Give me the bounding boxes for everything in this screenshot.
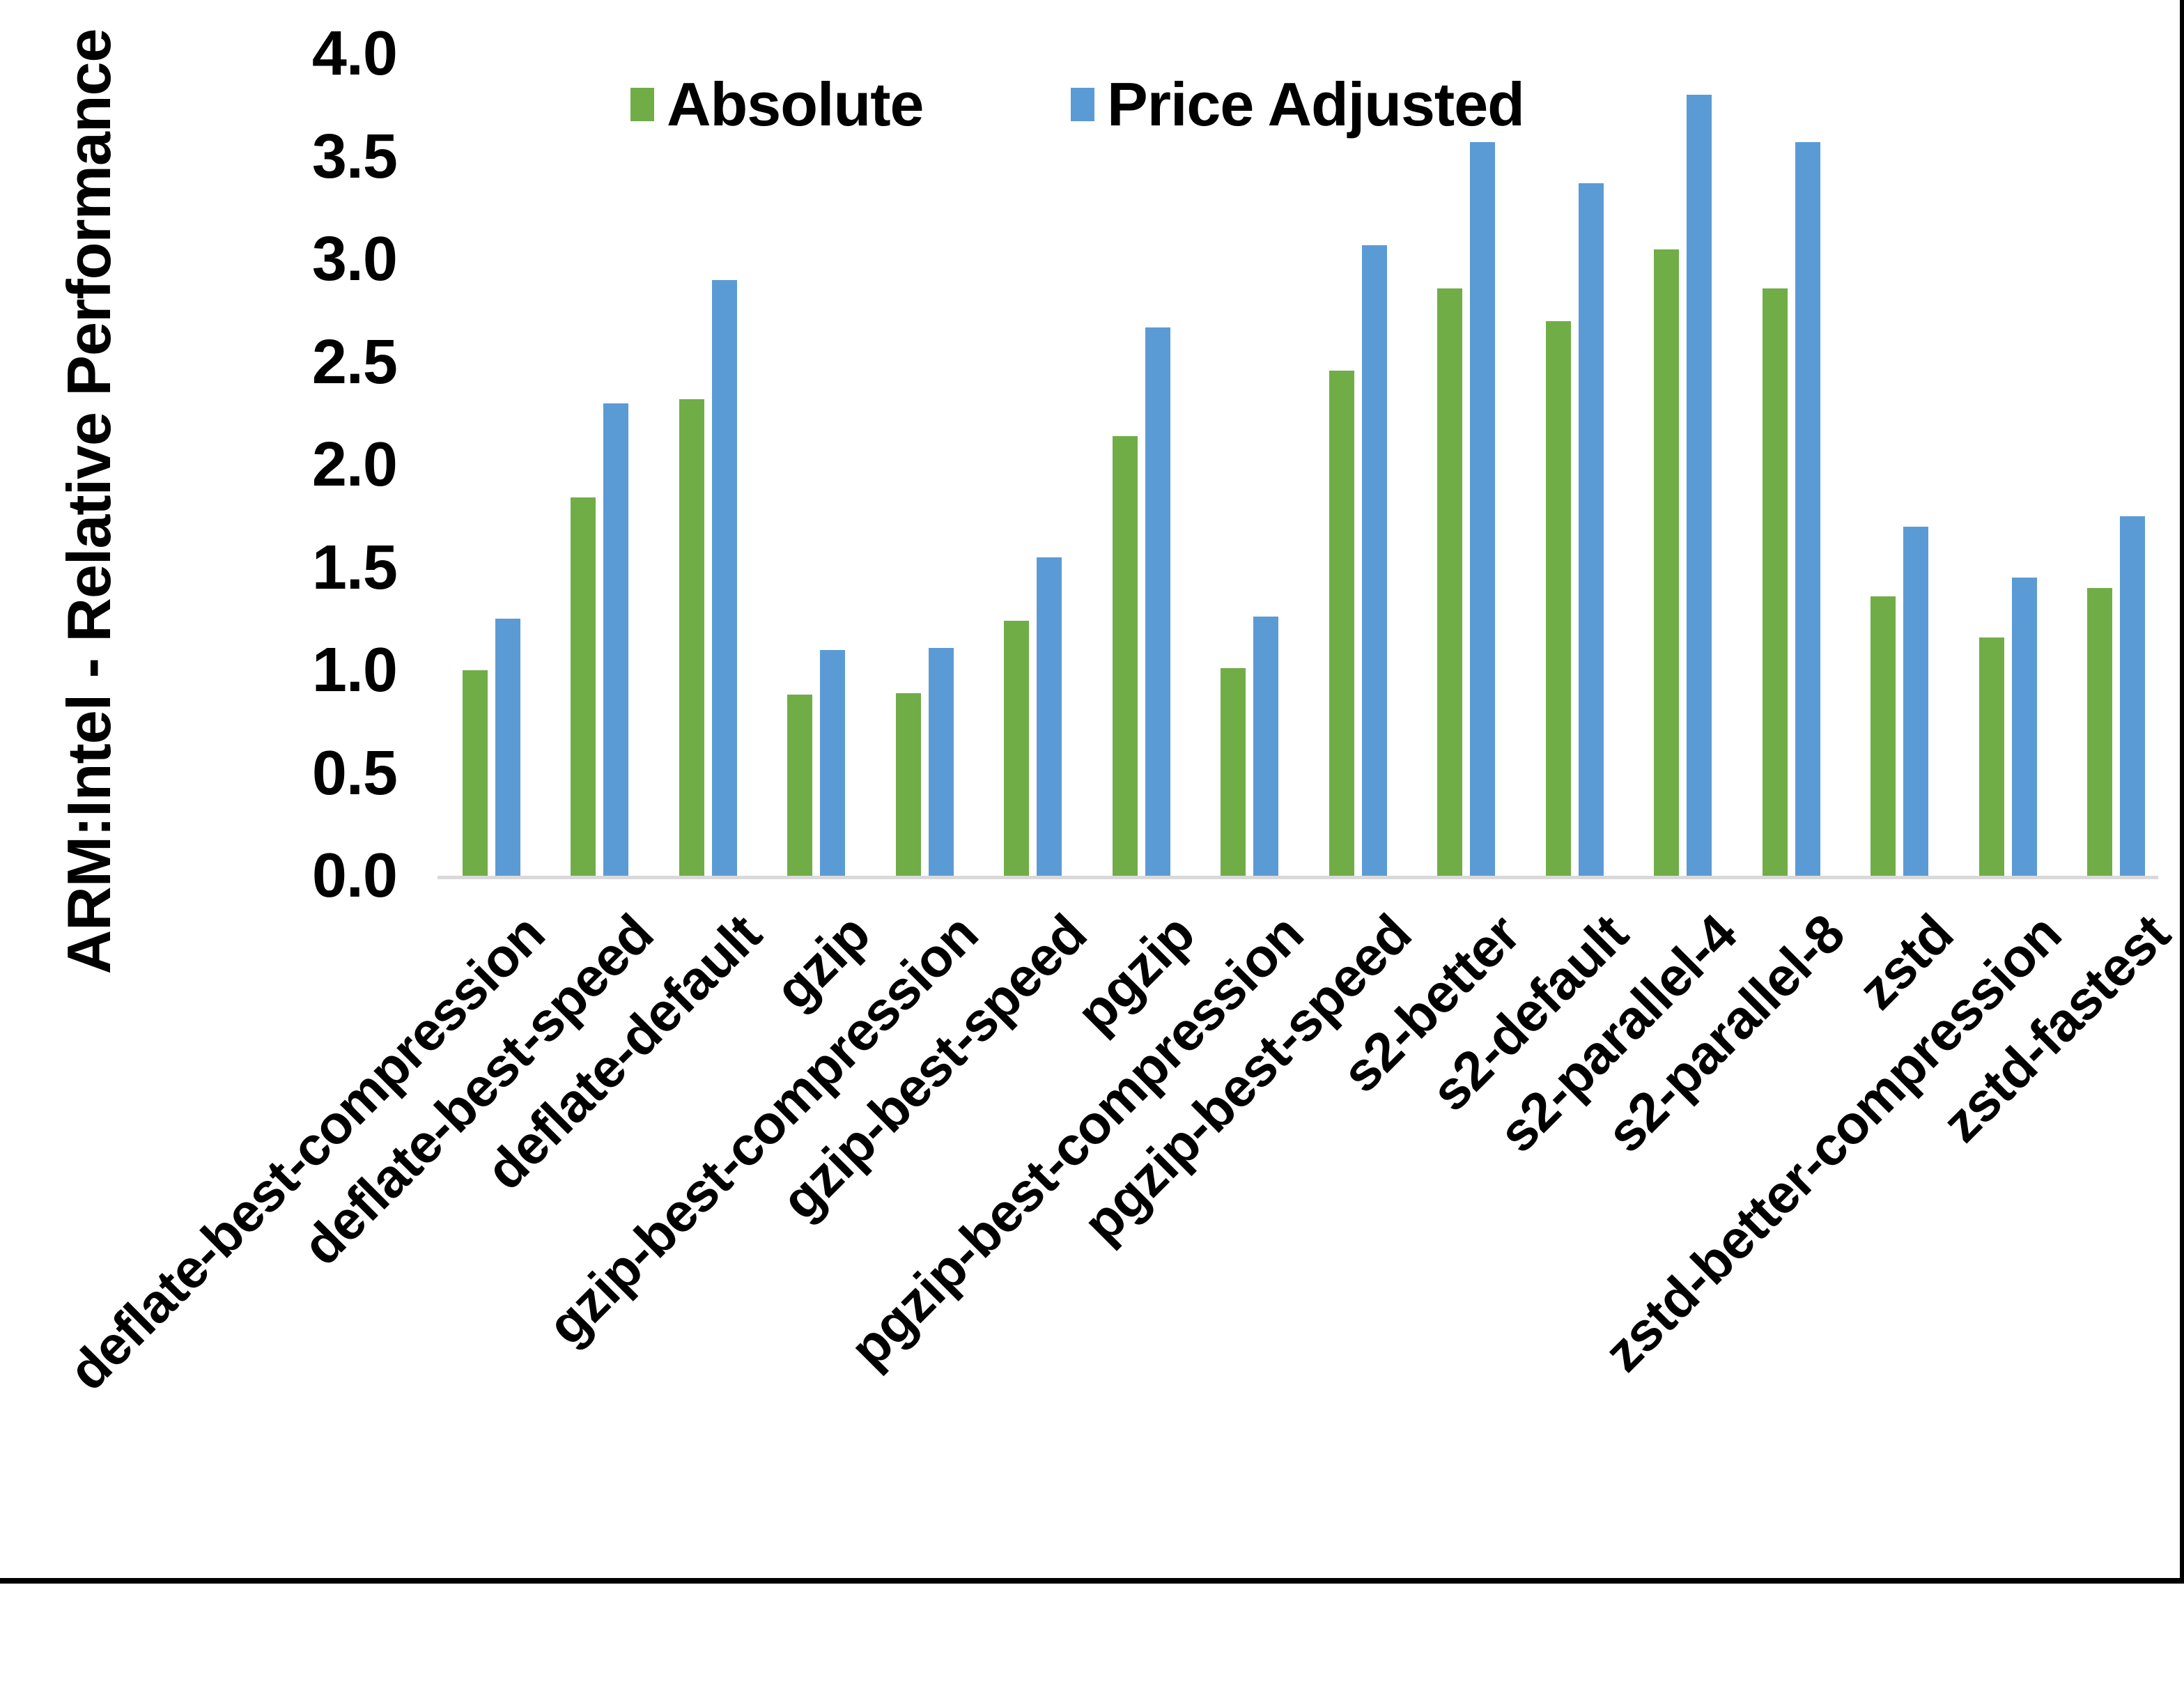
legend-label-price-adjusted: Price Adjusted: [1107, 70, 1525, 139]
bar-s2-better-price-adjusted: [1470, 142, 1495, 876]
bar-deflate-best-speed-price-adjusted: [603, 403, 628, 876]
bar-gzip-absolute: [787, 695, 812, 876]
bar-gzip-price-adjusted: [820, 649, 845, 876]
y-tick-3.5: 3.5: [311, 121, 398, 192]
bar-zstd-better-compression-absolute: [1978, 637, 2004, 876]
y-tick-0.5: 0.5: [311, 738, 398, 808]
bar-zstd-absolute: [1871, 596, 1896, 876]
y-tick-1.5: 1.5: [311, 532, 398, 603]
y-tick-2.0: 2.0: [311, 430, 398, 500]
bar-pgzip-best-compression-price-adjusted: [1253, 617, 1278, 876]
bar-pgzip-price-adjusted: [1145, 327, 1170, 876]
right-border: [2180, 0, 2184, 1584]
legend-item-price-adjusted: Price Adjusted: [1071, 70, 1525, 139]
bar-deflate-default-price-adjusted: [711, 279, 737, 876]
x-axis-line: [437, 876, 2158, 879]
bar-deflate-best-speed-absolute: [571, 497, 596, 876]
bar-zstd-fastest-price-adjusted: [2120, 516, 2145, 876]
bar-pgzip-best-speed-price-adjusted: [1361, 245, 1387, 876]
legend-item-absolute: Absolute: [630, 70, 924, 139]
legend-swatch-absolute: [630, 88, 654, 121]
bar-zstd-better-compression-price-adjusted: [2011, 578, 2037, 876]
legend-swatch-price-adjusted: [1071, 88, 1094, 121]
bar-gzip-best-speed-absolute: [1004, 621, 1029, 876]
bar-gzip-best-speed-price-adjusted: [1037, 557, 1062, 876]
y-tick-2.5: 2.5: [311, 327, 398, 397]
bar-s2-default-price-adjusted: [1578, 183, 1604, 876]
bar-deflate-default-absolute: [679, 399, 704, 876]
bar-zstd-price-adjusted: [1903, 526, 1928, 876]
bar-s2-parallel-8-price-adjusted: [1795, 142, 1820, 876]
bar-pgzip-absolute: [1112, 435, 1138, 876]
bar-deflate-best-compression-price-adjusted: [495, 619, 520, 876]
bar-s2-parallel-4-absolute: [1654, 249, 1679, 876]
bar-s2-parallel-4-price-adjusted: [1687, 95, 1712, 876]
plot-area: 0.0 0.5 1.0 1.5 2.0 2.5 3.0 3.5 4.0 deflate-best-…: [56, 19, 2181, 1402]
bar-gzip-best-compression-price-adjusted: [928, 647, 954, 876]
bar-pgzip-best-speed-absolute: [1329, 370, 1354, 876]
y-tick-0.0: 0.0: [311, 841, 398, 911]
bar-s2-default-absolute: [1545, 320, 1571, 876]
y-tick-4.0: 4.0: [311, 19, 398, 89]
bottom-border: [0, 1578, 2184, 1584]
bar-s2-better-absolute: [1437, 288, 1462, 876]
bar-deflate-best-compression-absolute: [462, 670, 488, 876]
bar-s2-parallel-8-absolute: [1762, 288, 1788, 876]
y-tick-3.0: 3.0: [311, 224, 398, 295]
bar-chart: ARM:Intel - Relative Performance Absolut…: [0, 0, 2184, 1584]
bar-pgzip-best-compression-absolute: [1221, 668, 1246, 876]
y-tick-1.0: 1.0: [311, 635, 398, 706]
legend-label-absolute: Absolute: [667, 70, 924, 139]
bar-zstd-fastest-absolute: [2087, 588, 2112, 876]
bar-gzip-best-compression-absolute: [895, 693, 921, 876]
legend: Absolute Price Adjusted: [0, 70, 2184, 139]
